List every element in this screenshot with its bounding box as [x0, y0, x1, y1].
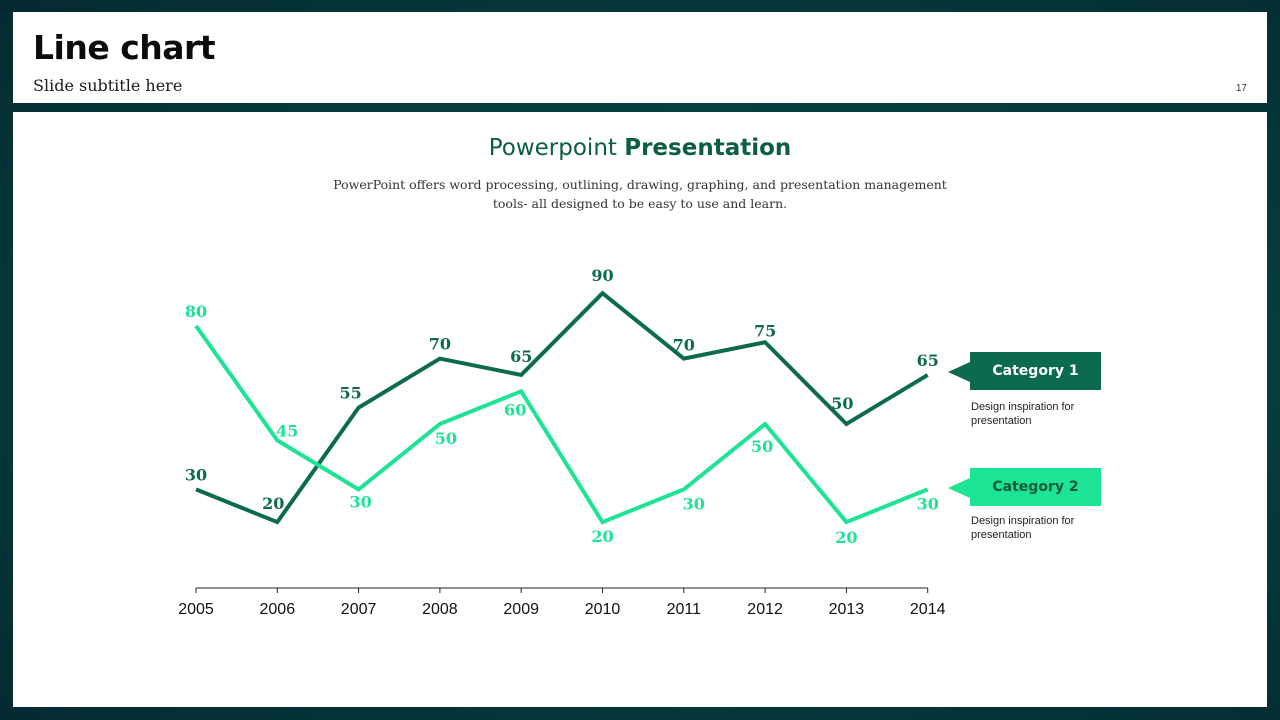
data-label-series-1: 90 — [591, 266, 613, 285]
data-label-series-2: 50 — [751, 437, 773, 456]
data-label-series-2: 50 — [435, 429, 457, 448]
series-line-2 — [194, 324, 929, 525]
data-label-series-1: 30 — [185, 465, 207, 484]
data-label-series-1: 50 — [831, 394, 853, 413]
x-tick-label: 2009 — [503, 601, 539, 618]
presentation-heading: Powerpoint Presentation — [13, 135, 1267, 161]
data-label-series-2: 30 — [917, 494, 939, 513]
data-label-series-1: 65 — [510, 347, 532, 366]
data-label-series-2: 30 — [683, 494, 705, 513]
slide-title: Line chart — [33, 28, 216, 67]
data-label-series-2: 30 — [349, 492, 371, 511]
data-label-series-1: 55 — [339, 384, 361, 403]
data-label-series-2: 20 — [591, 527, 613, 546]
legend-category-2: Category 2 — [970, 468, 1101, 506]
x-tick-label: 2014 — [910, 601, 946, 618]
x-tick-label: 2012 — [747, 601, 783, 618]
x-tick-label: 2013 — [829, 601, 865, 618]
slide-subtitle: Slide subtitle here — [33, 76, 183, 95]
presentation-description: PowerPoint offers word processing, outli… — [333, 177, 947, 211]
x-tick-label: 2010 — [585, 601, 621, 618]
slide-header: Line chart Slide subtitle here 17 — [13, 12, 1267, 103]
x-tick-label: 2005 — [178, 601, 214, 618]
slide-content: Powerpoint Presentation PowerPoint offer… — [13, 112, 1267, 707]
legend-description-category-1: Design inspiration for presentation — [971, 401, 1075, 427]
data-label-series-1: 65 — [917, 351, 939, 370]
page-number: 17 — [1235, 83, 1247, 94]
data-label-series-2: 80 — [185, 302, 207, 321]
x-tick-label: 2008 — [422, 601, 458, 618]
legend-description-category-2: Design inspiration for presentation — [971, 515, 1075, 541]
line-chart: 2005 2006 2007 2008 2009 2010 2011 2012 2013 2014… — [178, 266, 946, 618]
data-label-series-2: 20 — [835, 528, 857, 547]
data-label-series-1: 70 — [673, 336, 695, 355]
data-label-series-1: 75 — [754, 321, 776, 340]
legend-pointer-category-2 — [948, 478, 970, 498]
x-tick-label: 2007 — [341, 601, 377, 618]
data-label-series-2: 45 — [276, 421, 298, 440]
heading-light-text: Powerpoint — [488, 135, 617, 161]
data-label-series-1: 70 — [429, 335, 451, 354]
x-tick-label: 2006 — [260, 601, 296, 618]
heading-bold-text: Presentation — [624, 135, 792, 161]
data-label-series-2: 60 — [504, 400, 526, 419]
x-tick-label: 2011 — [667, 601, 702, 618]
data-label-series-1: 20 — [262, 494, 284, 513]
legend-category-1: Category 1 — [970, 352, 1101, 390]
legend-pointer-category-1 — [948, 362, 970, 382]
